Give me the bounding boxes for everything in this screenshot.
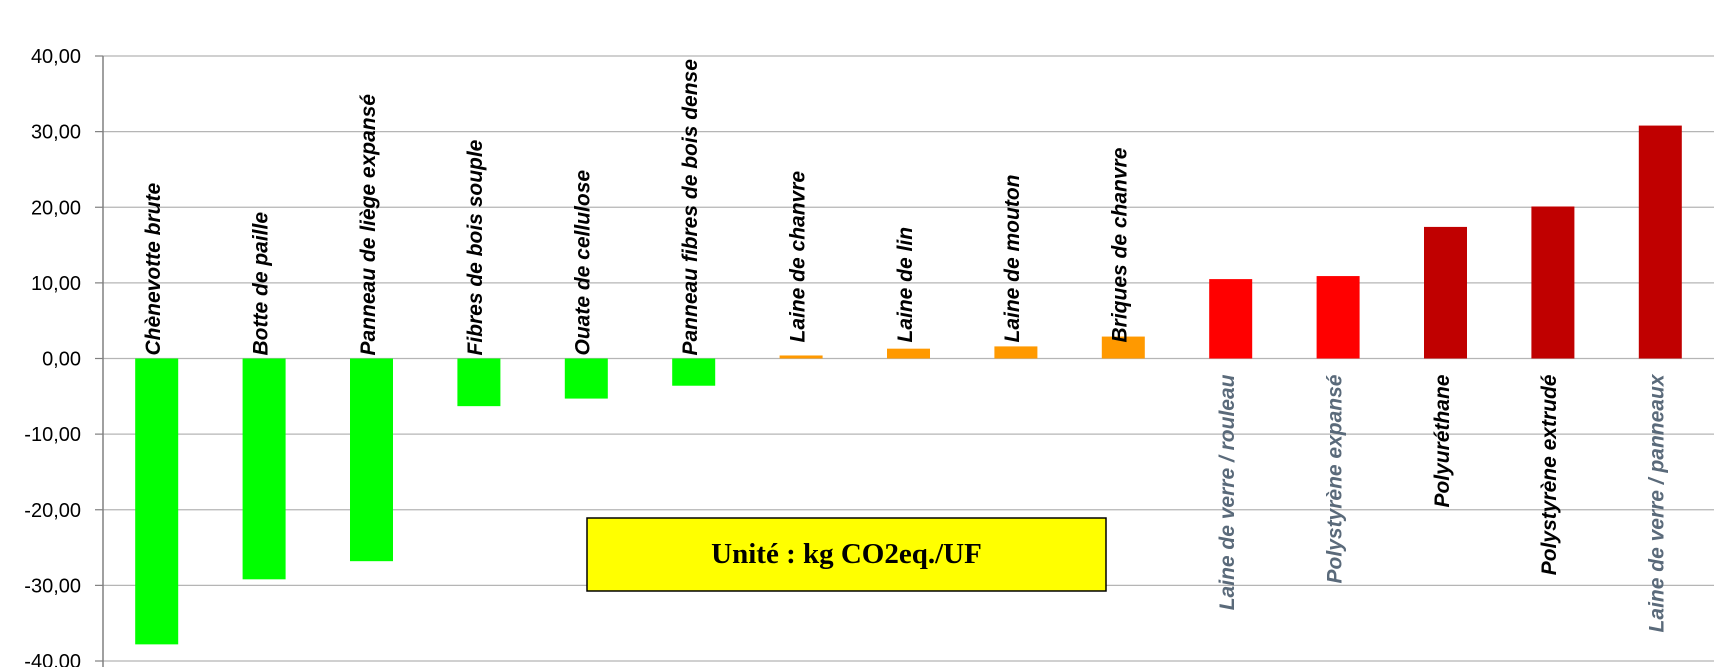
y-tick-label: -10,00 bbox=[24, 424, 81, 446]
bar bbox=[1638, 125, 1682, 359]
category-label: Laine de chanvre bbox=[786, 171, 809, 343]
category-label: Panneau fibres de bois dense bbox=[679, 59, 702, 356]
axes: 40,00 30,00 20,00 10,00 0,00 -10,00 -20,00 -30,… bbox=[24, 46, 104, 667]
bar bbox=[887, 348, 930, 359]
bar bbox=[1209, 279, 1253, 359]
category-label: Chènevotte brute bbox=[142, 182, 165, 355]
bar bbox=[242, 358, 286, 580]
y-tick-label: -30,00 bbox=[24, 575, 81, 597]
category-label: Polyuréthane bbox=[1431, 374, 1454, 507]
category-label: Polystyrène expansé bbox=[1323, 374, 1346, 583]
y-tick-label: -40,00 bbox=[24, 651, 81, 667]
bar bbox=[672, 358, 716, 386]
bar bbox=[135, 358, 179, 645]
bar bbox=[564, 358, 608, 399]
y-tick-label: -20,00 bbox=[24, 500, 81, 522]
category-label: Briques de chanvre bbox=[1109, 147, 1132, 342]
category-label: Laine de verre / panneaux bbox=[1646, 373, 1669, 632]
unit-annotation-background bbox=[586, 517, 1107, 592]
bar bbox=[1424, 226, 1467, 359]
category-label: Fibres de bois souple bbox=[464, 139, 487, 355]
category-label: Laine de lin bbox=[894, 227, 917, 343]
category-labels: Chènevotte brute Botte de paille Panneau d… bbox=[142, 59, 1669, 633]
category-label: Botte de paille bbox=[249, 212, 272, 356]
category-label: Laine de verre / rouleau bbox=[1216, 374, 1239, 610]
bar bbox=[779, 355, 823, 359]
bar bbox=[1101, 336, 1145, 359]
bar bbox=[1531, 206, 1575, 359]
y-tick-label: 0,00 bbox=[42, 349, 81, 371]
unit-annotation-text: Unité : kg CO2eq./UF bbox=[711, 538, 982, 570]
category-label: Panneau de liège expansé bbox=[357, 94, 380, 356]
category-label: Ouate de cellulose bbox=[572, 170, 595, 356]
y-tick-label: 40,00 bbox=[31, 46, 81, 68]
category-label: Polystyrène extrudé bbox=[1538, 374, 1561, 575]
unit-annotation-box: Unité : kg CO2eq./UF bbox=[586, 517, 1107, 592]
y-tick-label: 10,00 bbox=[31, 273, 81, 295]
y-tick-label: 30,00 bbox=[31, 122, 81, 144]
bar bbox=[457, 358, 501, 407]
y-tick-label: 20,00 bbox=[31, 197, 81, 219]
bar bbox=[350, 358, 393, 562]
category-label: Laine de mouton bbox=[1001, 175, 1024, 343]
bar bbox=[994, 346, 1038, 359]
bar bbox=[1316, 276, 1360, 359]
bars bbox=[135, 125, 1682, 645]
